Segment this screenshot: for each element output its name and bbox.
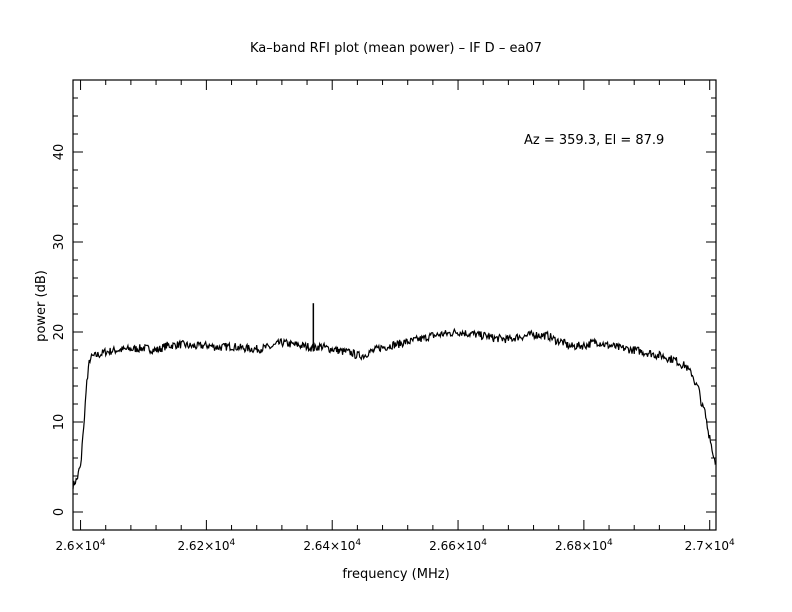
y-ticks: 0 10 20 30 40: [52, 79, 716, 531]
x-axis-label: frequency (MHz): [342, 567, 449, 582]
data-series: [72, 303, 717, 490]
y-tick-label: 20: [52, 324, 67, 341]
plot-frame: [72, 79, 717, 531]
power-spectrum-line: [72, 327, 717, 490]
x-ticks: 2.6×104 2.62×104 2.64×104 2.66×104 2.68×104 2…: [55, 80, 735, 553]
x-tick-label: 2.6×104: [55, 538, 105, 553]
plot-axes: [72, 79, 717, 531]
chart-title: Ka–band RFI plot (mean power) – IF D – e…: [250, 41, 542, 56]
y-tick-label: 0: [52, 508, 67, 516]
pointing-annotation: Az = 359.3, El = 87.9: [524, 133, 664, 148]
y-tick-label: 30: [52, 234, 67, 251]
x-tick-label: 2.66×104: [429, 538, 487, 553]
y-tick-label: 10: [52, 414, 67, 431]
x-tick-label: 2.62×104: [177, 538, 235, 553]
x-tick-label: 2.64×104: [303, 538, 361, 553]
y-axis-label: power (dB): [34, 270, 49, 342]
y-tick-label: 40: [52, 144, 67, 161]
x-tick-label: 2.7×104: [685, 538, 735, 553]
x-tick-label: 2.68×104: [555, 538, 613, 553]
